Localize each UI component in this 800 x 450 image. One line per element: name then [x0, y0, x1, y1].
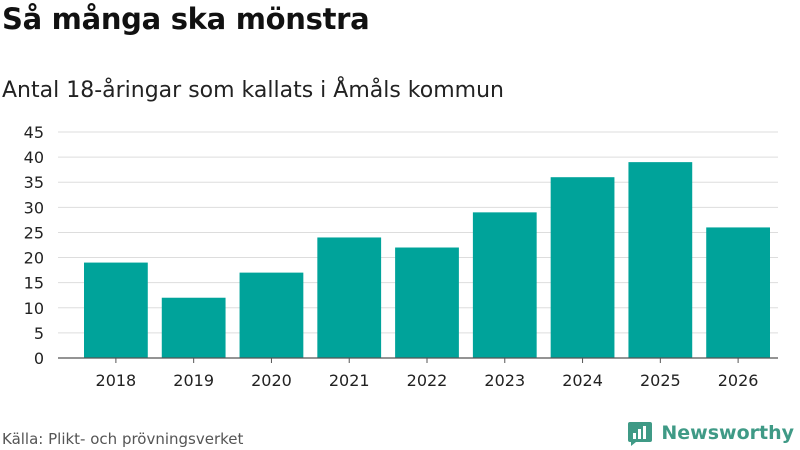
y-tick-label: 20: [24, 249, 44, 268]
x-tick-label: 2025: [640, 371, 681, 390]
x-tick-label: 2019: [173, 371, 214, 390]
x-tick-label: 2018: [96, 371, 137, 390]
x-tick-label: 2021: [329, 371, 370, 390]
brand-logo: Newsworthy: [627, 420, 794, 446]
x-tick-label: 2020: [251, 371, 292, 390]
bar-2020: [239, 272, 304, 358]
source-note: Källa: Plikt- och prövningsverket: [2, 430, 244, 448]
bar-2022: [395, 247, 459, 358]
chart-title: Så många ska mönstra: [2, 2, 370, 36]
bar-2018: [84, 262, 148, 358]
x-axis-ticks: 2018 2019 2020 2021 2022 2023 2024 2025 2026: [96, 358, 759, 390]
x-tick-label: 2024: [562, 371, 603, 390]
y-tick-label: 0: [34, 349, 44, 368]
y-tick-label: 15: [24, 274, 44, 293]
y-tick-label: 35: [24, 173, 44, 192]
y-tick-label: 45: [24, 123, 44, 142]
bar-2024: [550, 177, 615, 358]
bar-2023: [472, 212, 537, 358]
y-tick-label: 30: [24, 198, 44, 217]
y-tick-label: 40: [24, 148, 44, 167]
bar-2026: [706, 227, 770, 358]
y-tick-label: 25: [24, 223, 44, 242]
brand-name: Newsworthy: [661, 422, 794, 444]
y-tick-label: 5: [34, 324, 44, 343]
y-axis-ticks: 0 5 10 15 20 25 30 35 40 45: [24, 123, 44, 368]
y-tick-label: 10: [24, 299, 44, 318]
x-tick-label: 2026: [718, 371, 759, 390]
x-tick-label: 2022: [407, 371, 448, 390]
bar-2019: [161, 297, 226, 358]
bar-series: [84, 162, 770, 358]
x-tick-label: 2023: [484, 371, 525, 390]
chart-subtitle: Antal 18-åringar som kallats i Åmåls kom…: [2, 78, 504, 103]
bar-2021: [317, 237, 382, 358]
bar-2025: [628, 162, 693, 358]
newsworthy-logo-icon: [628, 422, 653, 446]
